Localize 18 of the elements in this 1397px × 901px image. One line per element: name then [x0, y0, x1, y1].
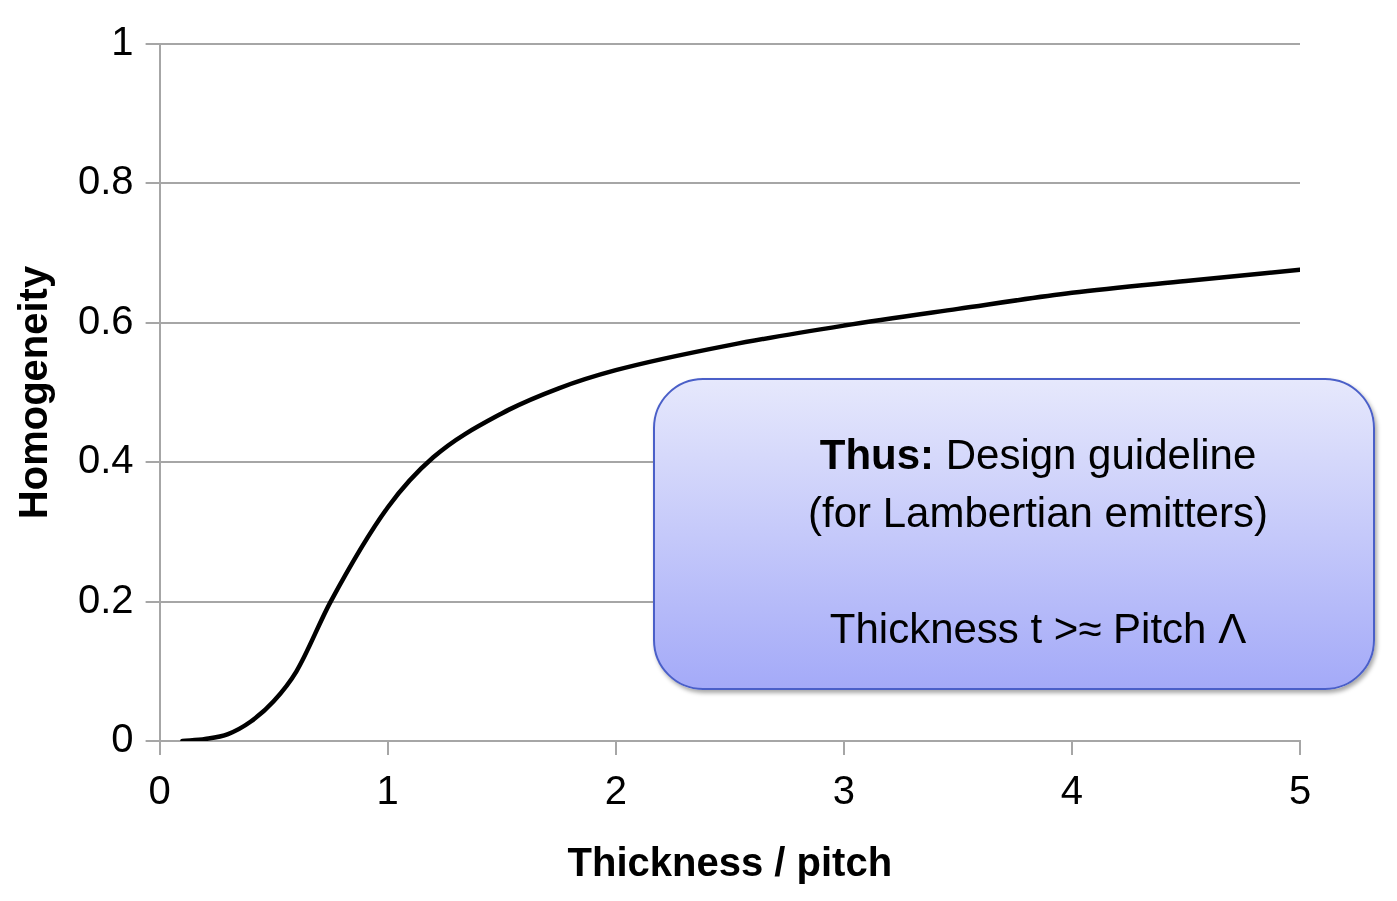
x-tick-label: 5 — [1288, 768, 1312, 813]
x-tick-label: 0 — [148, 768, 171, 813]
x-tick-label: 4 — [1060, 768, 1084, 813]
y-axis-title: Homogeneity — [11, 265, 56, 520]
annotation: Thus: Design guideline — [819, 431, 1257, 478]
y-tick-label: 0.2 — [78, 576, 134, 621]
x-axis-title: Thickness / pitch — [567, 840, 893, 885]
y-tick-label: 1 — [111, 19, 134, 64]
annotation: Thickness t >≈ Pitch Λ — [829, 605, 1247, 652]
y-tick-label: 0 — [111, 716, 134, 761]
line-series — [180, 267, 1300, 741]
x-tick-label: 3 — [832, 768, 855, 813]
y-tick-label: 0.6 — [78, 297, 134, 342]
x-tick-label: 2 — [604, 768, 627, 813]
y-tick-label: 0.8 — [78, 158, 134, 203]
annotation: (for Lambertian emitters) — [808, 489, 1268, 536]
x-tick-label: 1 — [376, 768, 399, 813]
y-tick-label: 0.4 — [78, 437, 134, 482]
